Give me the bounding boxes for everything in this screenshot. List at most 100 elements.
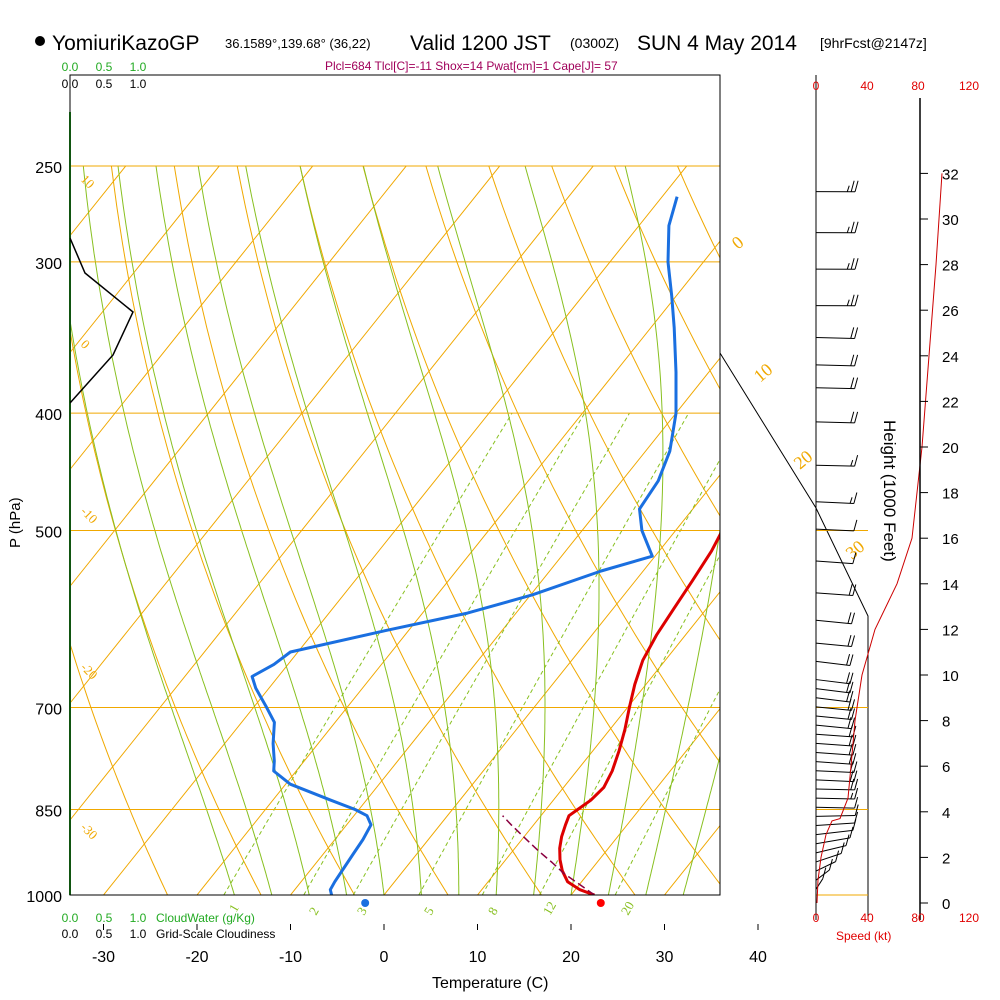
wind-barb	[815, 294, 859, 307]
height-tick-label: 30	[942, 212, 959, 229]
indices-line: Plcl=684 Tlcl[C]=-11 Shox=14 Pwat[cm]=1 …	[325, 59, 618, 73]
cloudwater-tick-bottom: 1.0	[130, 911, 147, 925]
station-name: YomiuriKazoGP	[52, 32, 199, 55]
wind-barb-staff	[815, 364, 855, 367]
wind-barb-staff	[815, 592, 853, 597]
wind-barb-flag	[853, 519, 858, 531]
wind-barb-flag	[850, 180, 855, 192]
mixing-ratio-line	[223, 412, 513, 895]
moist-adiabat-line	[155, 165, 348, 895]
temperature-tick-label: 0	[380, 949, 389, 966]
wind-barb	[815, 819, 857, 836]
wind-barb-flag	[850, 411, 855, 423]
dry-adiabat-lines	[70, 165, 720, 895]
cloudwater-tick-top: 0.0	[62, 60, 79, 74]
pressure-axis: 250 300 400 500 700 850 1000	[26, 160, 62, 906]
wind-barb-flag	[854, 411, 859, 423]
pressure-tick-label: 700	[35, 701, 62, 718]
wind-barb-flag	[854, 354, 859, 366]
cloudiness-tick-bottom: 0.0	[62, 927, 79, 941]
wind-barb-staff	[815, 619, 852, 625]
cloudwater-tick-bottom: 0.5	[96, 911, 113, 925]
wind-barb	[815, 826, 854, 845]
wind-barb-flag	[854, 787, 859, 800]
wind-barb-half-flag	[850, 459, 854, 467]
mixing-ratio-line	[481, 458, 720, 895]
mixing-ratio-label: 20	[618, 899, 637, 918]
height-tick-label: 28	[942, 258, 959, 275]
wind-barb	[815, 612, 856, 625]
wind-barb-flag	[851, 635, 856, 647]
height-tick-label: 12	[942, 622, 959, 639]
wind-barb-flag	[850, 258, 855, 270]
wind-barb-staff	[815, 642, 852, 648]
temperature-tick-label: 30	[656, 949, 674, 966]
moist-adiabat-line	[437, 165, 546, 895]
wind-barb	[815, 258, 859, 270]
wind-barb	[815, 327, 859, 339]
dry-adiabat-line	[488, 165, 720, 641]
wind-barb-flag	[853, 770, 858, 782]
height-tick-label: 10	[942, 668, 959, 685]
wind-barb-flag	[849, 681, 854, 694]
wind-barb-staff	[815, 679, 851, 685]
height-tick-label: 2	[942, 850, 950, 867]
height-tick-label: 20	[942, 440, 959, 457]
wind-barb-flag	[850, 294, 855, 306]
wind-barb-flag	[853, 761, 858, 773]
dry-adiabat-line	[425, 165, 720, 764]
mixing-ratio-line	[614, 688, 720, 895]
speed-tick-bottom: 40	[860, 911, 874, 925]
pressure-tick-label: 1000	[26, 889, 62, 906]
cloudwater-tick-top: 0.5	[96, 60, 113, 74]
cloudiness-tick-bottom: 1.0	[130, 927, 147, 941]
speed-tick-top: 0	[813, 79, 820, 93]
dry-adiabat-label: -10	[78, 504, 101, 527]
temperature-tick-label: 10	[469, 949, 487, 966]
pressure-tick-label: 250	[35, 160, 62, 177]
height-tick-label: 14	[942, 577, 959, 594]
wind-barb	[815, 455, 859, 467]
wind-barb-staff	[815, 815, 856, 817]
wind-barb	[815, 552, 857, 565]
dry-adiabat-line	[173, 165, 449, 895]
temperature-tick-label: -10	[279, 949, 302, 966]
isotherm-line	[570, 707, 720, 895]
valid-date: SUN 4 May 2014	[637, 32, 797, 55]
speed-tick-bottom: 80	[911, 911, 925, 925]
moist-adiabat-line	[524, 165, 600, 895]
pressure-axis-title: P (hPa)	[7, 497, 24, 548]
wind-barb-flag	[854, 804, 859, 816]
mixing-ratio-label: 8	[485, 904, 501, 917]
cloud-scale-ticks: 0.0 0.5 1.0 0.0 0.5 1.0 0.0 0.5 1.0 0.0 0.5 1.0	[62, 60, 147, 941]
wind-barb-half-flag	[846, 226, 850, 233]
wind-barb-flag	[854, 221, 859, 233]
chart-header: YomiuriKazoGP 36.1589°,139.68° (36,22) V…	[35, 32, 927, 73]
wind-barb-flag	[850, 778, 855, 790]
wind-barb-staff	[815, 706, 852, 711]
speed-tick-top: 120	[959, 79, 979, 93]
wind-barb-staff	[815, 464, 855, 467]
wind-barb-staff	[815, 797, 855, 800]
wind-barb-staff	[815, 715, 852, 720]
wind-barb	[815, 635, 856, 648]
wind-barb-staff	[815, 742, 853, 747]
wind-barb-flag	[822, 867, 827, 879]
cloudwater-tick-bottom: 0.0	[62, 911, 79, 925]
height-tick-label: 6	[942, 759, 950, 776]
wind-barb-staff	[815, 660, 851, 667]
wind-barb-staff	[815, 724, 852, 730]
wind-barb	[815, 180, 859, 193]
wind-barb-staff	[815, 822, 855, 826]
moist-adiabat-line	[117, 165, 310, 895]
wind-barb-staff	[815, 733, 853, 738]
wind-barb-flag	[849, 826, 854, 839]
wind-barb-flag	[854, 180, 859, 192]
wind-barb	[815, 411, 859, 424]
wind-barb-flag	[851, 699, 856, 711]
height-tick-label: 0	[942, 896, 950, 913]
wind-barb-staff	[815, 528, 854, 532]
cloudwater-tick-top: 1.0	[130, 60, 147, 74]
